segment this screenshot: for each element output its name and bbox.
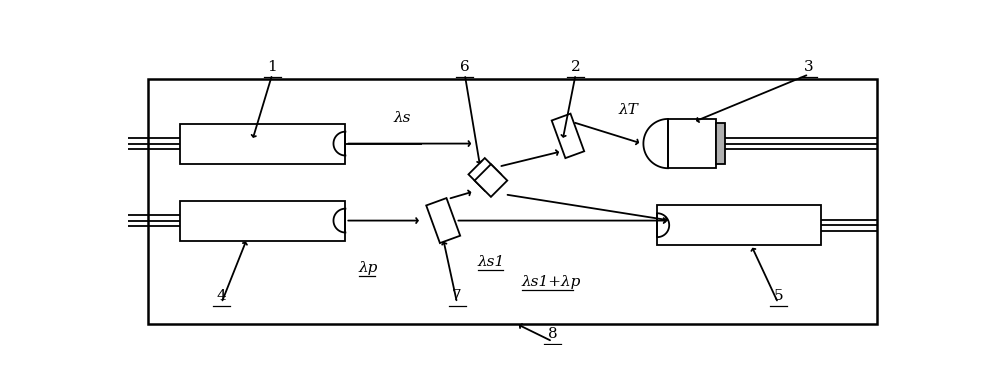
FancyBboxPatch shape [180,123,345,164]
Text: λs1+λp: λs1+λp [522,275,581,289]
Text: λs: λs [393,111,411,125]
Text: 7: 7 [452,289,462,303]
FancyBboxPatch shape [426,198,460,243]
Text: 3: 3 [804,60,814,74]
FancyBboxPatch shape [716,123,725,165]
Text: 1: 1 [267,60,277,74]
Text: λp: λp [358,262,378,275]
FancyBboxPatch shape [468,158,501,191]
Text: 2: 2 [571,60,581,74]
Text: 6: 6 [460,60,470,74]
FancyBboxPatch shape [475,164,507,197]
FancyBboxPatch shape [552,114,584,158]
Text: λs1: λs1 [478,255,505,269]
FancyBboxPatch shape [657,205,820,245]
FancyBboxPatch shape [668,119,716,168]
FancyBboxPatch shape [180,201,345,241]
Text: 4: 4 [217,289,226,303]
Text: λT: λT [619,104,639,118]
FancyBboxPatch shape [148,79,877,324]
Text: 8: 8 [548,327,557,341]
Text: 5: 5 [773,289,783,303]
